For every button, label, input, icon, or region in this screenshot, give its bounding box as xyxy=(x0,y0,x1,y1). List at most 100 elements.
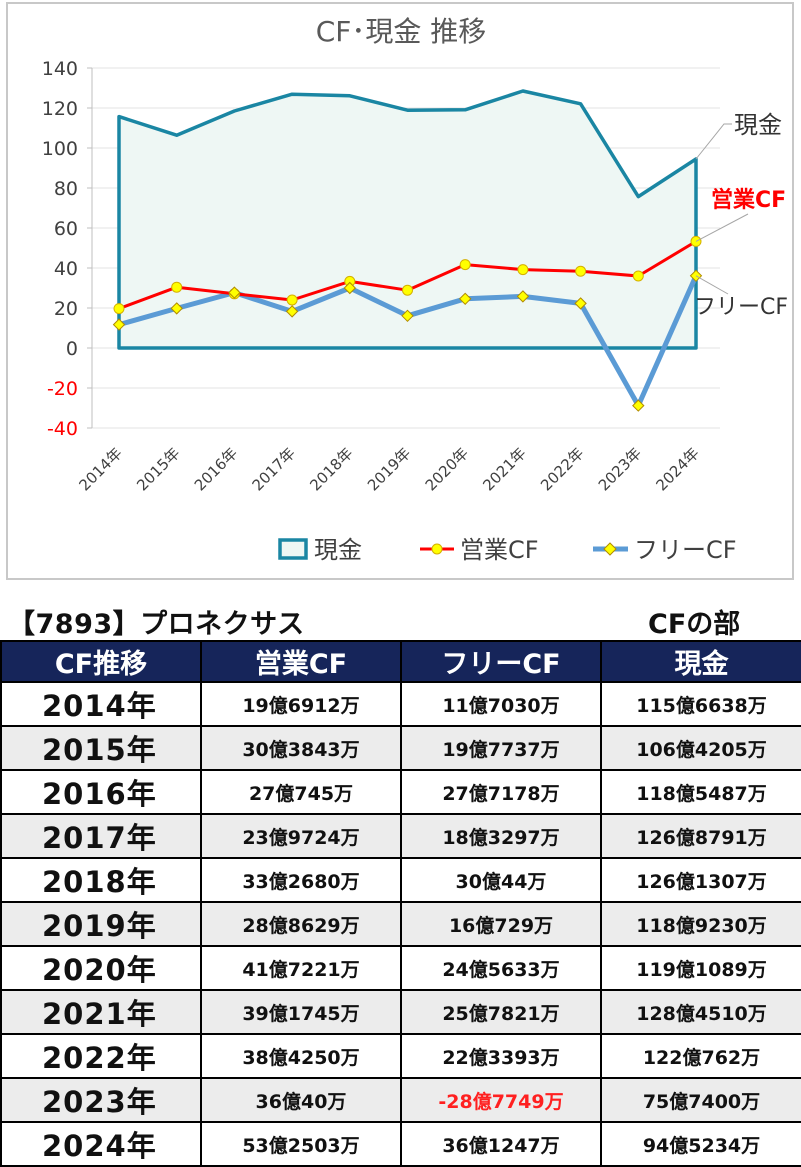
cell-operating-cf: 38億4250万 xyxy=(200,1033,402,1079)
chart-panel: CF･現金 推移 140 120 100 80 60 40 20 0 -20 -40 2014年 201… xyxy=(6,2,794,580)
cell-year: 2020年 xyxy=(0,945,202,991)
operating-cf-point xyxy=(402,284,413,296)
table-row: 2019年 28億8629万 16億729万 118億9230万 xyxy=(0,901,801,947)
header-cash: 現金 xyxy=(600,640,801,683)
cell-cash: 118億9230万 xyxy=(600,901,801,947)
cell-operating-cf: 19億6912万 xyxy=(200,681,402,727)
x-tick-label: 2023年 xyxy=(595,444,645,494)
cell-operating-cf: 23億9724万 xyxy=(200,813,402,859)
x-tick-label: 2018年 xyxy=(306,444,356,494)
x-tick-label: 2021年 xyxy=(479,444,529,494)
x-tick-label: 2017年 xyxy=(249,444,299,494)
free-cf-point xyxy=(516,290,530,303)
free-cf-point xyxy=(112,318,126,331)
cell-cash: 106億4205万 xyxy=(600,725,801,771)
cell-free-cf: 27億7178万 xyxy=(400,769,602,815)
free-cf-point xyxy=(170,302,183,315)
cell-operating-cf: 39億1745万 xyxy=(200,989,402,1035)
cell-cash: 126億1307万 xyxy=(600,857,801,903)
cell-cash: 118億5487万 xyxy=(600,769,801,815)
y-tick-label: 20 xyxy=(54,298,78,320)
operating-cf-leader-line xyxy=(695,213,749,242)
cell-operating-cf: 27億745万 xyxy=(200,769,402,815)
x-tick-label: 2015年 xyxy=(133,444,183,494)
header-free-cf: フリーCF xyxy=(400,640,602,683)
cell-cash: 94億5234万 xyxy=(600,1121,801,1167)
y-tick-label: 40 xyxy=(54,258,78,280)
cell-operating-cf: 41億7221万 xyxy=(200,945,402,991)
chart-title: CF･現金 推移 xyxy=(316,15,487,48)
y-tick-label: 140 xyxy=(42,58,78,80)
operating-cf-point xyxy=(517,264,529,276)
cash-annotation: 現金 xyxy=(734,111,782,139)
cell-cash: 115億6638万 xyxy=(600,681,801,727)
x-tick-label: 2022年 xyxy=(537,444,587,494)
cf-table: CF推移 営業CF フリーCF 現金 2014年 19億6912万 11億7030万… xyxy=(0,640,801,1167)
table-row: 2014年 19億6912万 11億7030万 115億6638万 xyxy=(0,681,801,727)
cell-cash: 119億1089万 xyxy=(600,945,801,991)
cell-year: 2022年 xyxy=(0,1033,202,1079)
cell-year: 2023年 xyxy=(0,1077,202,1123)
free-cf-point xyxy=(285,305,299,318)
legend-cash-label: 現金 xyxy=(314,536,362,564)
cell-free-cf: 11億7030万 xyxy=(400,681,602,727)
x-tick-label: 2020年 xyxy=(422,444,472,494)
x-tick-label: 2019年 xyxy=(364,444,414,494)
legend-free-cf-marker xyxy=(603,542,617,556)
y-tick-label: 80 xyxy=(54,178,78,200)
legend-cash-swatch xyxy=(278,538,308,560)
company-label: 【7893】プロネクサス xyxy=(8,609,305,640)
free-cf-point xyxy=(632,399,645,412)
cell-year: 2021年 xyxy=(0,989,202,1035)
header-cf-trend: CF推移 xyxy=(0,640,202,683)
operating-cf-point xyxy=(171,281,183,293)
cell-free-cf: 18億3297万 xyxy=(400,813,602,859)
cell-free-cf: 19億7737万 xyxy=(400,725,602,771)
cell-operating-cf: 28億8629万 xyxy=(200,901,402,947)
cell-operating-cf: 30億3843万 xyxy=(200,725,402,771)
cell-free-cf: 30億44万 xyxy=(400,857,602,903)
cell-free-cf: 16億729万 xyxy=(400,901,602,947)
section-label: CFの部 xyxy=(648,609,741,640)
cell-operating-cf: 33億2680万 xyxy=(200,857,402,903)
legend-operating-cf-label: 営業CF xyxy=(460,536,539,564)
cell-year: 2015年 xyxy=(0,725,202,771)
cell-year: 2024年 xyxy=(0,1121,202,1167)
operating-cf-point xyxy=(459,259,471,271)
cell-year: 2017年 xyxy=(0,813,202,859)
cell-year: 2018年 xyxy=(0,857,202,903)
cell-operating-cf: 36億40万 xyxy=(200,1077,402,1123)
operating-cf-point xyxy=(286,294,298,306)
free-cf-point xyxy=(343,281,357,295)
header-operating-cf: 営業CF xyxy=(200,640,402,683)
operating-cf-point xyxy=(632,270,644,282)
cell-cash: 126億8791万 xyxy=(600,813,801,859)
table-row: 2017年 23億9724万 18億3297万 126億8791万 xyxy=(0,813,801,859)
y-tick-label: 100 xyxy=(42,138,78,160)
x-tick-label: 2016年 xyxy=(191,444,241,494)
cell-free-cf: 25億7821万 xyxy=(400,989,602,1035)
free-cf-point xyxy=(574,297,587,310)
table-row: 2015年 30億3843万 19億7737万 106億4205万 xyxy=(0,725,801,771)
y-tick-label: 0 xyxy=(66,338,78,360)
operating-cf-annotation: 営業CF xyxy=(711,187,786,213)
free-cf-point xyxy=(228,286,241,299)
table-row: 2023年 36億40万 -28億7749万 75億7400万 xyxy=(0,1077,801,1123)
y-tick-label: 120 xyxy=(42,98,78,120)
legend-free-cf-label: フリーCF xyxy=(634,536,737,564)
table-header-row: CF推移 営業CF フリーCF 現金 xyxy=(0,640,801,683)
operating-cf-point xyxy=(575,265,587,277)
cell-cash: 122億762万 xyxy=(600,1033,801,1079)
operating-cf-point xyxy=(113,303,125,315)
x-tick-label: 2014年 xyxy=(75,444,125,494)
table-row: 2016年 27億745万 27億7178万 118億5487万 xyxy=(0,769,801,815)
table-row: 2018年 33億2680万 30億44万 126億1307万 xyxy=(0,857,801,903)
cell-operating-cf: 53億2503万 xyxy=(200,1121,402,1167)
cell-year: 2019年 xyxy=(0,901,202,947)
legend-operating-cf-marker xyxy=(431,543,443,555)
y-tick-label: 60 xyxy=(54,218,78,240)
free-cf-point xyxy=(401,309,414,323)
cell-cash: 75億7400万 xyxy=(600,1077,801,1123)
free-cf-annotation: フリーCF xyxy=(694,295,788,320)
